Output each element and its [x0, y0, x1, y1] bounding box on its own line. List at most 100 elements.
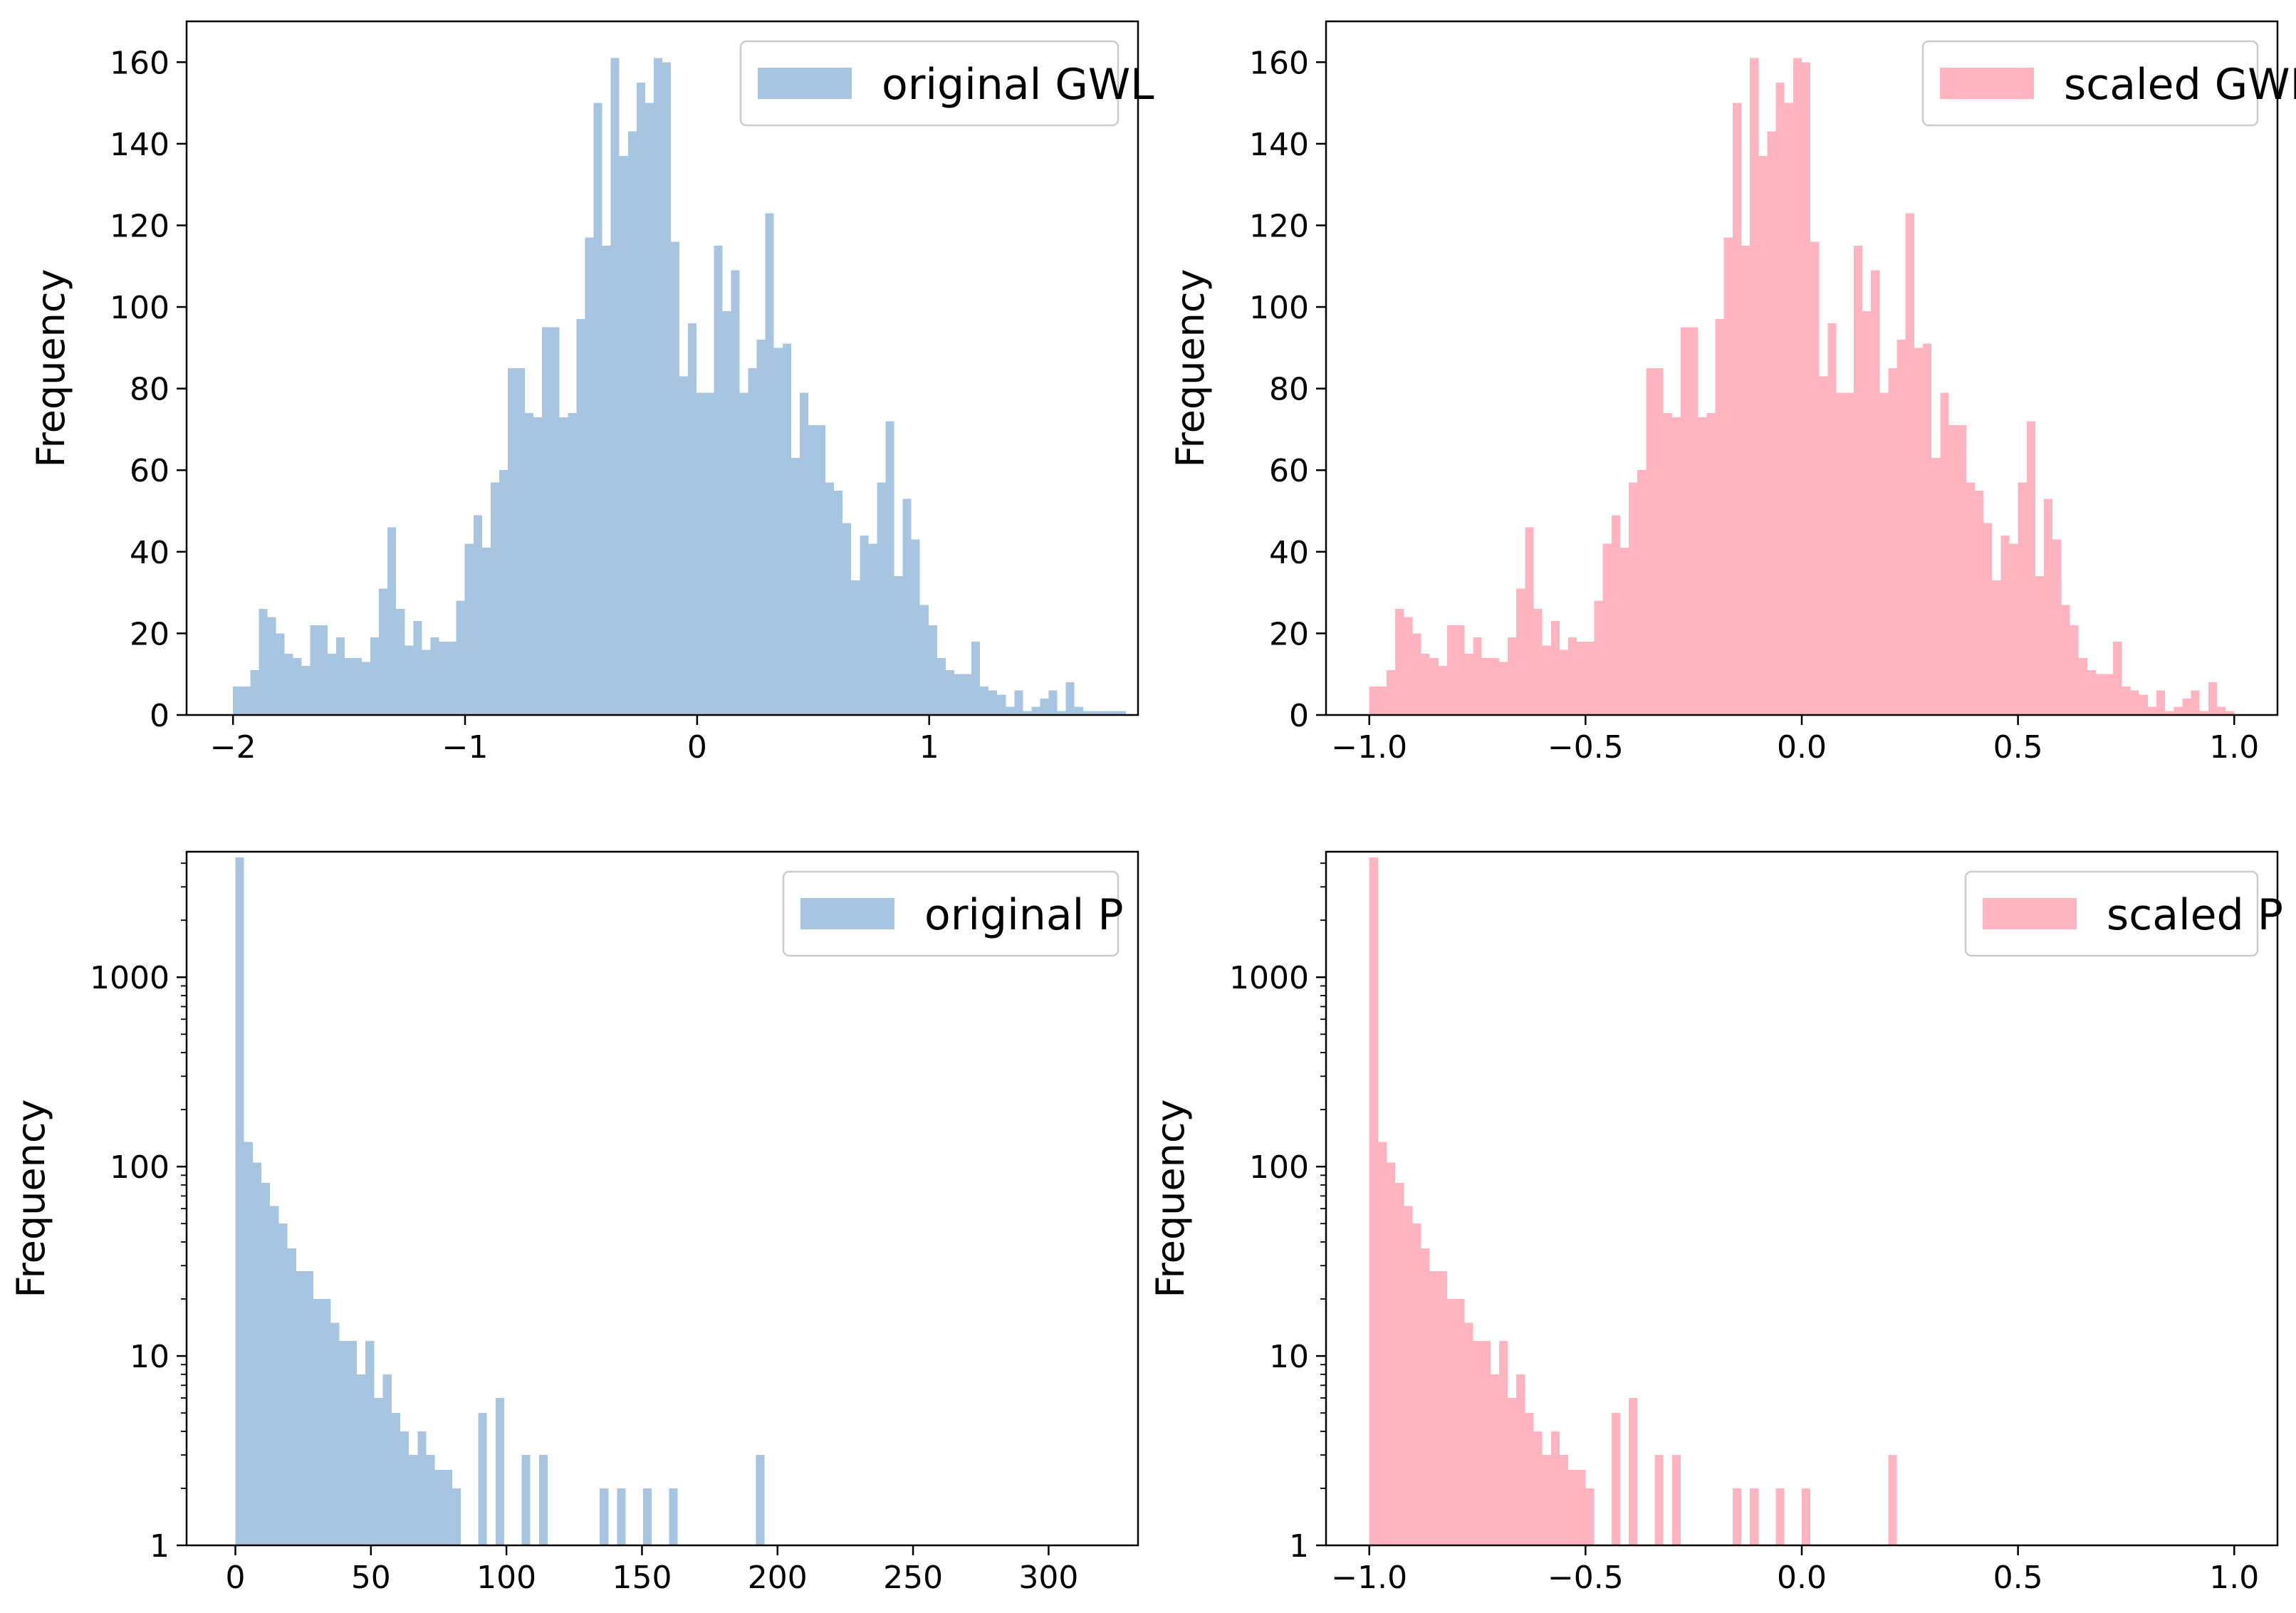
histogram-bar — [627, 131, 637, 716]
histogram-bar — [885, 421, 894, 715]
histogram-bar — [478, 1413, 487, 1545]
histogram-bar — [642, 1488, 652, 1545]
histogram-bar — [1516, 1374, 1525, 1545]
histogram-bar — [679, 376, 689, 715]
histogram-bar — [1629, 1398, 1638, 1545]
histogram-bar — [1048, 690, 1058, 715]
histogram-bar — [310, 625, 319, 715]
histogram-bar — [1914, 348, 1924, 716]
histogram-bar — [1671, 1455, 1681, 1545]
histogram-bar — [877, 482, 886, 715]
histogram-bar — [1481, 1341, 1491, 1545]
histogram-bar — [773, 348, 783, 716]
histogram-bar — [439, 641, 448, 715]
scaled-gwl-chart: −1.0 −0.5 0.0 0.5 1.0 0 20 40 60 80 100 120 140 160 Fr… — [1168, 20, 2296, 766]
histogram-bar — [1508, 1398, 1517, 1545]
histogram-bar — [825, 482, 835, 715]
histogram-bar — [834, 490, 843, 715]
histogram-bar — [911, 539, 920, 715]
histogram-bar — [1871, 270, 1880, 715]
histogram-bar — [1585, 641, 1595, 715]
histogram-bar — [400, 1431, 409, 1545]
histogram-bar — [1464, 1322, 1473, 1545]
histogram-bar — [1023, 711, 1032, 715]
histogram-bar — [1568, 1470, 1577, 1545]
histogram-bar — [1671, 417, 1681, 715]
histogram-bar — [1784, 103, 1793, 715]
histogram-bar — [1619, 548, 1629, 715]
histogram-bar — [1074, 706, 1083, 715]
histogram-bar — [233, 686, 242, 715]
histogram-bar — [653, 58, 662, 716]
histogram-bar — [2009, 543, 2018, 715]
histogram-bar — [1481, 657, 1491, 715]
histogram-bar — [1525, 1413, 1534, 1545]
histogram-bar — [250, 669, 259, 715]
histogram-bar — [1577, 641, 1586, 715]
histogram-bar — [1421, 1248, 1430, 1545]
histogram-bar — [2174, 706, 2183, 715]
histogram-bar — [270, 1206, 279, 1545]
histogram-bar — [2199, 711, 2208, 715]
y-tick-label: 160 — [110, 45, 169, 81]
histogram-bar — [1559, 1455, 1569, 1545]
histogram-bar — [2026, 421, 2035, 715]
y-tick-label: 20 — [130, 616, 169, 652]
histogram-bar — [1369, 686, 1378, 715]
histogram-bar — [1550, 1431, 1560, 1545]
histogram-bar — [1948, 425, 1958, 715]
histogram-bar — [936, 657, 946, 715]
histogram-bar — [1421, 654, 1430, 715]
histogram-bar — [1542, 1455, 1551, 1545]
histogram-bar — [1706, 413, 1716, 715]
histogram-bar — [1438, 666, 1448, 715]
histogram-bar — [1108, 711, 1117, 715]
histogram-bar — [525, 413, 534, 715]
histogram-bar — [731, 270, 740, 715]
histogram-bar — [348, 1341, 358, 1545]
histogram-bar — [559, 417, 568, 715]
histogram-bar — [1793, 58, 1802, 716]
y-tick-label: 60 — [1269, 453, 1309, 489]
scaled-p-chart: −1.0 −0.5 0.0 0.5 1.0 1 10 100 1000 Frequency scal… — [1148, 850, 2283, 1596]
legend-box — [782, 870, 1120, 957]
histogram-bar — [1888, 1455, 1897, 1545]
histogram-bar — [1827, 323, 1837, 716]
y-tick-label: 10 — [130, 1339, 169, 1375]
histogram-bar — [1031, 706, 1040, 715]
y-tick-label: 0 — [150, 698, 169, 734]
histogram-bar — [1750, 58, 1759, 716]
histogram-bar — [790, 458, 800, 715]
histogram-bar — [756, 1455, 765, 1545]
histogram-bar — [374, 1398, 383, 1545]
histogram-bar — [1879, 392, 1889, 715]
histogram-bar — [1065, 682, 1075, 715]
histogram-bar — [808, 425, 818, 715]
x-tick-label: 1.0 — [2209, 1560, 2259, 1596]
histogram-bar — [244, 1142, 253, 1545]
histogram-bar — [1663, 413, 1672, 715]
histogram-bar — [1654, 368, 1664, 715]
histogram-bar — [426, 1455, 435, 1545]
histogram-bar — [842, 523, 852, 715]
histogram-bar — [756, 339, 766, 715]
histogram-bar — [902, 498, 912, 715]
histogram-bar — [1698, 417, 1707, 715]
histogram-bar — [287, 1248, 296, 1545]
histogram-bar — [1525, 527, 1534, 715]
histogram-bar — [2000, 535, 2010, 715]
histogram-bar — [365, 1341, 375, 1545]
histogram-bar — [409, 1455, 418, 1545]
histogram-bar — [499, 470, 508, 715]
histogram-bar — [516, 368, 526, 715]
histogram-bar — [1473, 1341, 1482, 1545]
histogram-bar — [278, 1223, 288, 1545]
histogram-bar — [1680, 327, 1690, 715]
histogram-bar — [533, 417, 543, 715]
histogram-bar — [507, 368, 517, 715]
histogram-bar — [2208, 682, 2217, 715]
histogram-bar — [1550, 621, 1560, 715]
x-tick-label: 0 — [226, 1560, 246, 1596]
histogram-bar — [1923, 343, 1932, 715]
x-tick-label: −0.5 — [1548, 1560, 1624, 1596]
